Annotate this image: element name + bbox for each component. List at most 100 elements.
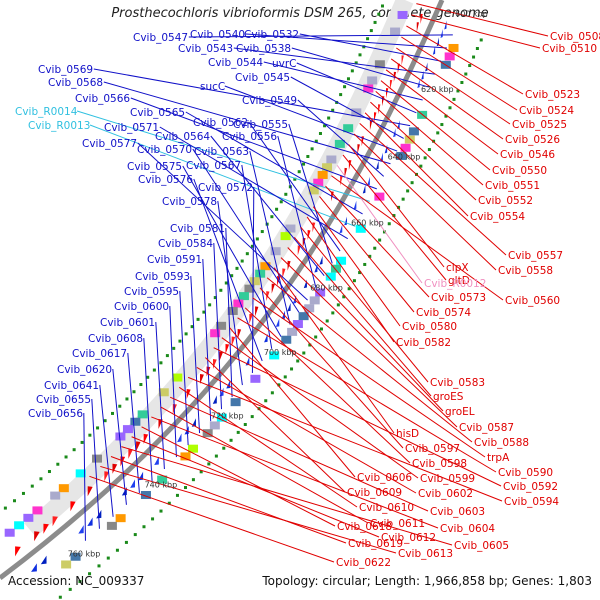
scale-dot [362, 45, 366, 49]
reverse-gene-label: Cvib_0550 [492, 165, 547, 177]
scale-dot [350, 69, 354, 73]
scale-dot [213, 296, 217, 300]
cog-category-block [238, 292, 249, 301]
cog-category-block [374, 192, 385, 201]
forward-gene-arrow [130, 479, 136, 488]
reverse-gene-label: Cvib_0554 [470, 211, 525, 223]
forward-gene-arrow [96, 509, 102, 519]
genome-summary-text: Topology: circular; Length: 1,966,858 bp… [262, 574, 592, 588]
forward-gene-arrow [376, 160, 379, 170]
cog-category-block [317, 170, 328, 179]
scale-dot [336, 303, 340, 307]
scale-dot [88, 433, 92, 437]
reverse-gene-arrow [389, 79, 393, 90]
reverse-gene-label: Cvib_0526 [505, 134, 560, 146]
forward-gene-label: uvrC [272, 58, 297, 70]
scale-dot [175, 493, 179, 497]
forward-gene-arrow [303, 279, 307, 289]
scale-dot [302, 351, 306, 355]
label-connector-line [273, 267, 395, 434]
label-connector-line [252, 297, 486, 458]
forward-gene-arrow [353, 200, 357, 210]
cog-category-block [140, 491, 151, 500]
forward-gene-arrow [40, 555, 47, 565]
label-connector-line [241, 164, 273, 349]
label-connector-line [229, 327, 356, 478]
scale-dot [310, 147, 314, 151]
scale-dot [236, 430, 240, 434]
forward-gene-arrow [397, 120, 400, 130]
reverse-gene-label: Cvib_R0012 [424, 278, 486, 290]
scale-dot [240, 259, 244, 263]
backbone-arc [0, 0, 445, 580]
label-connector-line [293, 237, 432, 397]
scale-dot [250, 415, 254, 419]
label-connector-line [259, 287, 404, 449]
reverse-gene-label: Cvib_0611 [370, 518, 425, 530]
cog-category-block [216, 413, 227, 422]
label-connectors [76, 3, 549, 563]
scale-dot [363, 262, 367, 266]
label-connector-line [141, 426, 336, 527]
label-connector-line [160, 406, 369, 524]
reverse-gene-arrow [420, 13, 423, 24]
scale-dot [444, 114, 448, 118]
label-connector-line [375, 91, 484, 186]
forward-gene-label: Cvib_0591 [147, 254, 202, 266]
scale-dot [96, 426, 100, 430]
scale-dot [21, 491, 25, 495]
scale-dot [448, 106, 452, 110]
label-connector-line [100, 465, 397, 554]
forward-gene-label: Cvib_0576 [138, 174, 193, 186]
scale-dot [78, 580, 82, 584]
forward-gene-arrow [344, 216, 348, 226]
label-connector-line [288, 123, 333, 264]
reverse-gene-arrow [249, 313, 253, 324]
scale-dot [452, 97, 456, 101]
kbp-ticks: 600 kbp 620 kbp 640 kbp 660 kbp 680 kbp 700 k… [68, 10, 488, 559]
forward-gene-arrow [154, 456, 159, 465]
cog-category-block [58, 484, 69, 493]
reverse-gene-label: Cvib_0590 [498, 467, 553, 479]
scale-dot [146, 375, 150, 379]
label-connector-line [76, 110, 370, 202]
cog-category-block [23, 513, 34, 522]
label-connector-line [385, 69, 499, 155]
scale-dot [325, 319, 329, 323]
reverse-gene-arrow [282, 268, 286, 279]
reverse-gene-arrow [70, 501, 76, 512]
cog-category-block [404, 135, 415, 144]
scale-dot [190, 325, 194, 329]
forward-gene-label: Cvib_0572 [198, 182, 253, 194]
scale-dot [296, 359, 300, 363]
scale-dot [382, 230, 386, 234]
scale-dot [103, 419, 107, 423]
forward-gene-label: Cvib_0577 [82, 138, 137, 150]
forward-gene-label: Cvib_0555 [233, 119, 288, 131]
kbp-tick-label: 620 kbp [421, 85, 454, 94]
scale-dot [133, 533, 137, 537]
scale-dot [290, 367, 294, 371]
reverse-gene-label: Cvib_0604 [440, 523, 495, 535]
label-connector-line [348, 144, 445, 268]
forward-gene-label: Cvib_0595 [124, 286, 179, 298]
scale-dot [314, 335, 318, 339]
scale-dot [47, 470, 51, 474]
label-connector-line [290, 76, 404, 139]
label-connector-line [297, 99, 385, 177]
reverse-gene-label: Cvib_0610 [359, 502, 414, 514]
cog-category-block [343, 124, 354, 133]
scale-dot [184, 332, 188, 336]
reverse-gene-label: Cvib_0594 [504, 496, 559, 508]
forward-gene-label: Cvib_0578 [162, 196, 217, 208]
label-connector-line [169, 305, 177, 458]
forward-gene-label: Cvib_0571 [104, 122, 159, 134]
forward-gene-label: Cvib_0564 [155, 131, 210, 143]
cog-category-block [322, 163, 333, 172]
reverse-gene-arrow [128, 448, 133, 459]
cog-category-block [158, 388, 169, 397]
cog-category-block [61, 560, 72, 569]
cog-category-block [32, 506, 43, 515]
scale-dot [432, 139, 436, 143]
